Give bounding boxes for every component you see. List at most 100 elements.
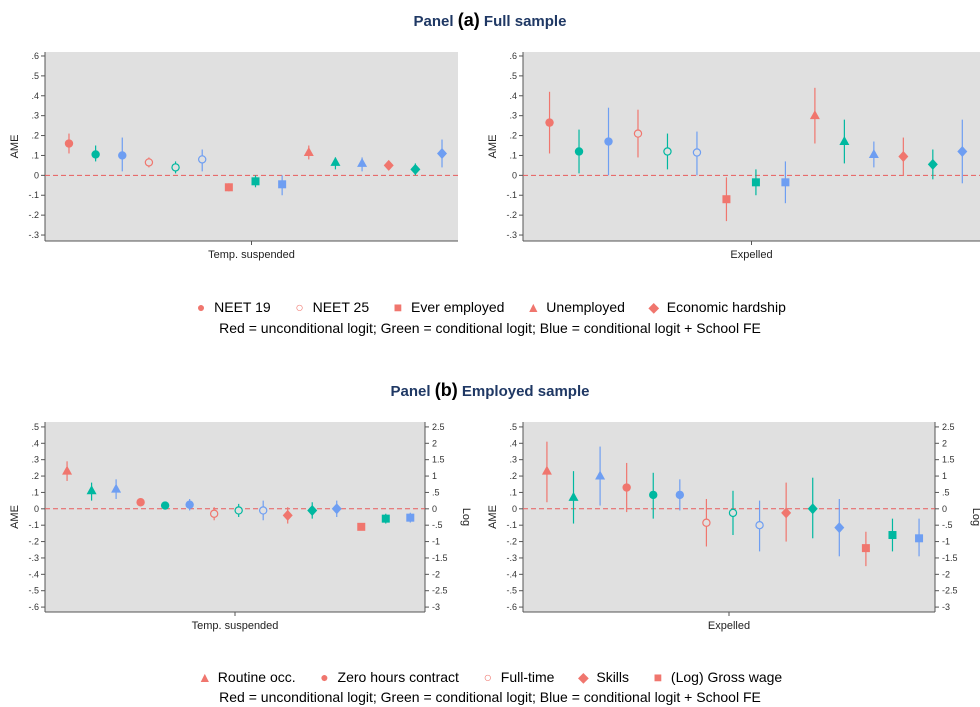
point-marker <box>834 522 845 534</box>
y2-tick-label: -.5 <box>942 520 953 530</box>
y-tick-label: -.2 <box>506 210 517 220</box>
point-marker <box>410 163 421 175</box>
point-marker <box>633 129 643 138</box>
point-marker <box>307 504 318 516</box>
point-marker <box>357 157 368 167</box>
data-point <box>357 157 368 172</box>
data-point <box>406 512 415 523</box>
triangle-icon: ▲ <box>526 299 541 315</box>
point-marker <box>406 513 415 522</box>
y-tick-label: -.1 <box>28 190 39 200</box>
legend-item: ● NEET 19 <box>194 299 271 315</box>
y2-tick-label: 1 <box>942 471 947 481</box>
data-point <box>574 129 584 174</box>
y2-tick-label: -2 <box>942 569 950 579</box>
data-point <box>807 477 818 539</box>
data-point <box>224 183 233 192</box>
y-tick-label: .1 <box>509 487 517 497</box>
point-marker <box>663 147 672 156</box>
point-marker <box>91 150 100 159</box>
point-marker <box>86 485 97 495</box>
point-marker <box>888 531 897 540</box>
y2-tick-label: 0 <box>942 504 947 514</box>
data-point <box>622 462 631 513</box>
point-marker <box>381 514 390 523</box>
point-marker <box>331 503 342 515</box>
point-marker <box>861 544 870 553</box>
y-tick-label: 0 <box>34 170 39 180</box>
data-point <box>663 133 672 170</box>
data-point <box>160 501 170 510</box>
data-point <box>86 482 97 501</box>
y2-tick-label: -2 <box>432 569 440 579</box>
y2-tick-label: .5 <box>432 487 440 497</box>
y-tick-label: -.1 <box>506 520 517 530</box>
data-point <box>728 490 738 536</box>
y-axis-label: AME <box>9 505 21 529</box>
y2-tick-label: 2.5 <box>432 422 445 432</box>
point-marker <box>649 490 658 500</box>
y2-tick-label: -3 <box>432 602 440 612</box>
data-point <box>303 145 314 160</box>
chart-3: .5.4.3.2.10-.1-.2-.3-.4-.5-.6AME2.521.51… <box>9 422 472 632</box>
data-point <box>809 87 820 144</box>
point-marker <box>927 158 938 170</box>
y-tick-label: .3 <box>509 111 517 121</box>
y2-tick-label: -1 <box>432 537 440 547</box>
point-marker <box>568 491 579 501</box>
data-point <box>209 507 219 521</box>
y-tick-label: .3 <box>31 111 39 121</box>
point-marker <box>574 147 584 156</box>
y2-tick-label: 1.5 <box>432 455 445 465</box>
plot-area <box>45 52 458 241</box>
point-marker <box>224 183 233 192</box>
filled-circle-icon: ● <box>196 299 206 315</box>
data-point <box>834 498 845 557</box>
y-tick-label: .5 <box>509 71 517 81</box>
data-point <box>604 107 613 176</box>
square-icon: ■ <box>653 669 663 685</box>
y-tick-label: -.6 <box>28 602 39 612</box>
panel-a-title: Panel (a) Full sample <box>413 10 567 30</box>
data-point <box>545 91 554 154</box>
data-point <box>649 472 658 519</box>
data-point <box>595 446 606 506</box>
data-point <box>381 513 390 524</box>
y-tick-label: .4 <box>509 91 517 101</box>
legend-item: ◆ Economic hardship <box>648 299 786 315</box>
data-point <box>781 161 790 204</box>
data-point <box>198 149 207 172</box>
y-tick-label: .1 <box>31 487 39 497</box>
y-tick-label: .4 <box>31 91 39 101</box>
data-point <box>357 522 366 531</box>
y-tick-label: -.1 <box>506 190 517 200</box>
panel-b-note: Red = unconditional logit; Green = condi… <box>219 689 761 705</box>
y-tick-label: -.2 <box>506 537 517 547</box>
point-marker <box>383 159 394 171</box>
point-marker <box>604 137 613 146</box>
point-marker <box>209 509 219 518</box>
legend-item: ■ (Log) Gross wage <box>651 669 783 685</box>
data-point <box>888 518 897 552</box>
y2-tick-label: -3 <box>942 602 950 612</box>
data-point <box>278 175 287 196</box>
x-tick-label: Expelled <box>708 620 750 632</box>
y-axis-label: AME <box>487 505 499 529</box>
y-tick-label: .3 <box>509 455 517 465</box>
y-tick-label: .3 <box>31 455 39 465</box>
y2-tick-label: -.5 <box>432 520 443 530</box>
data-point <box>927 149 938 180</box>
panel-b-legend: ▲ Routine occ. ● Zero hours contract ○ Full… <box>0 669 980 685</box>
y-tick-label: 0 <box>512 170 517 180</box>
point-marker <box>160 501 170 510</box>
point-marker <box>62 465 73 475</box>
data-point <box>64 133 74 154</box>
legend-item: ○ NEET 25 <box>293 299 369 315</box>
x-tick-label: Temp. suspended <box>192 620 279 632</box>
point-marker <box>330 156 341 166</box>
point-marker <box>357 522 366 531</box>
y2-tick-label: -2.5 <box>432 586 448 596</box>
point-marker <box>437 147 448 159</box>
y-tick-label: -.3 <box>28 553 39 563</box>
data-point <box>144 157 154 168</box>
